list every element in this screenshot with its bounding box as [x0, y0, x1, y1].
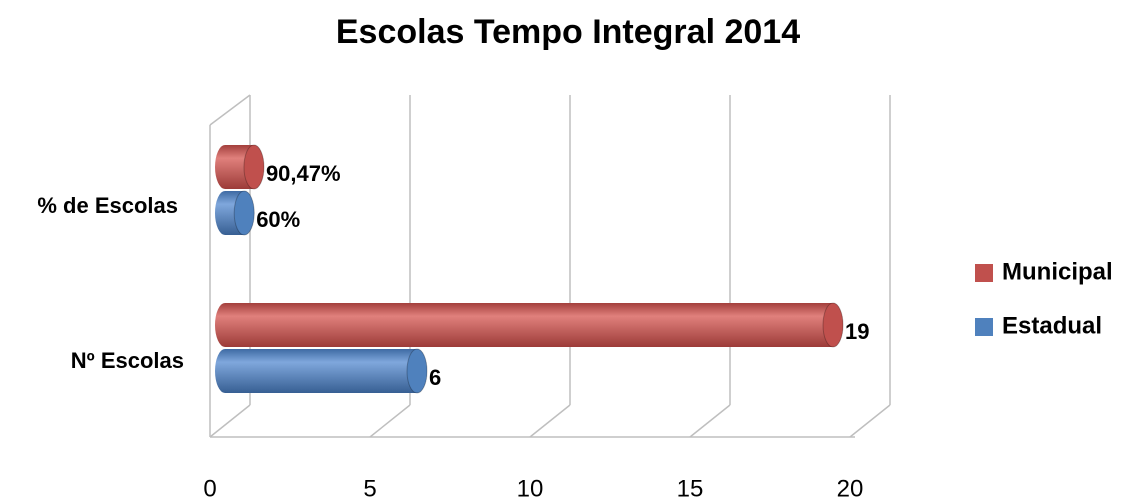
- bar: [215, 303, 843, 347]
- x-tick-label: 5: [363, 475, 376, 501]
- chart-title: Escolas Tempo Integral 2014: [336, 13, 800, 51]
- data-label: 90,47%: [266, 161, 341, 186]
- x-tick-label: 0: [203, 475, 216, 501]
- y-tick-label: Nº Escolas: [71, 348, 184, 373]
- bar: [215, 349, 427, 393]
- data-label: 6: [429, 365, 441, 390]
- x-tick-label: 20: [837, 475, 864, 501]
- data-label: 19: [845, 319, 869, 344]
- left-wall: [209, 94, 251, 126]
- floor-line: [849, 404, 891, 438]
- bar-cap: [243, 144, 265, 190]
- bar-cap: [822, 302, 844, 348]
- floor-line: [369, 404, 411, 438]
- x-tick-label: 15: [677, 475, 704, 501]
- floor-line: [529, 404, 571, 438]
- floor-line: [209, 404, 251, 438]
- floor-line: [689, 404, 731, 438]
- data-label: 60%: [256, 207, 300, 232]
- x-tick-label: 10: [517, 475, 544, 501]
- legend-label: Municipal: [1002, 258, 1113, 285]
- legend-swatch: [975, 318, 993, 336]
- bar-cap: [406, 348, 428, 394]
- legend-label: Estadual: [1002, 312, 1102, 339]
- y-tick-label: % de Escolas: [37, 193, 178, 218]
- bar-cap: [233, 190, 255, 236]
- legend-swatch: [975, 264, 993, 282]
